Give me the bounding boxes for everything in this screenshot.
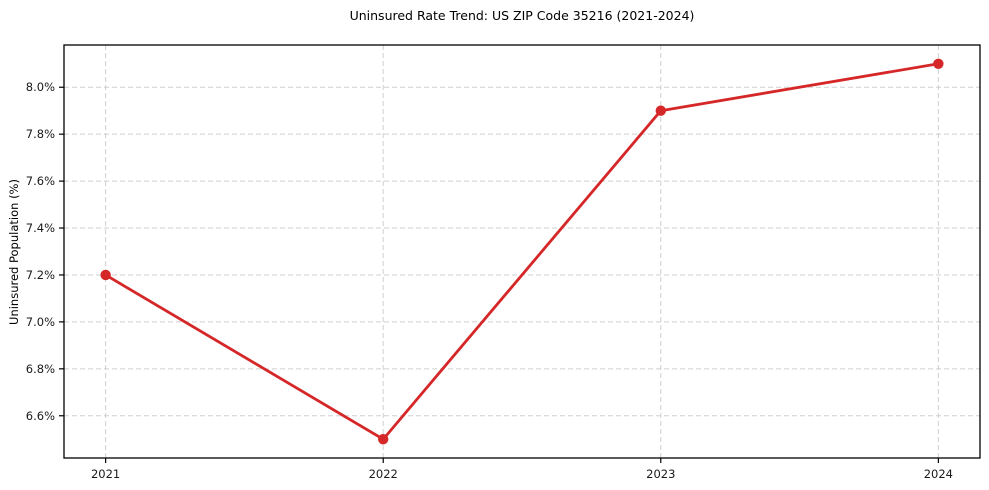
x-tick-label: 2021 xyxy=(91,467,120,481)
data-point-marker xyxy=(933,58,944,69)
data-point-marker xyxy=(100,269,111,281)
trend-line xyxy=(104,62,940,441)
x-tick-label: 2022 xyxy=(369,467,398,481)
y-tick-label: 8.0% xyxy=(26,80,55,94)
x-tick-label: 2023 xyxy=(646,467,675,481)
x-tick-label: 2024 xyxy=(924,467,953,481)
y-tick-label: 7.2% xyxy=(26,268,55,282)
y-tick-label: 7.0% xyxy=(26,315,55,329)
data-point-marker xyxy=(655,105,666,116)
y-tick-label: 7.4% xyxy=(26,221,55,235)
y-tick-label: 6.6% xyxy=(26,409,55,423)
plot-border xyxy=(63,44,981,459)
chart-title: Uninsured Rate Trend: US ZIP Code 35216 … xyxy=(349,8,695,23)
y-tick-label: 7.8% xyxy=(26,127,55,141)
y-tick-label: 6.8% xyxy=(26,362,55,376)
y-tick-label: 7.6% xyxy=(26,174,55,188)
data-point-marker xyxy=(378,434,389,445)
